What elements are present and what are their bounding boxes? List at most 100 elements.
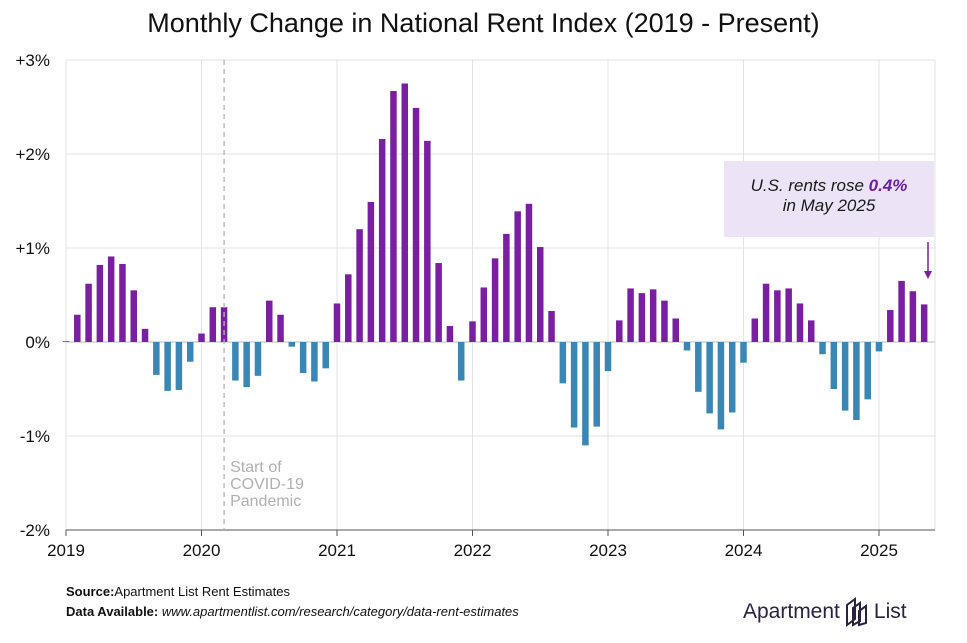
bar: [920, 304, 928, 342]
bar: [808, 320, 815, 342]
bar: [728, 342, 736, 413]
bar: [740, 342, 747, 363]
bar: [198, 333, 205, 342]
bar: [638, 293, 646, 342]
bar: [254, 342, 262, 376]
bar: [819, 342, 826, 355]
x-axis-ticks: 2019 2020 2021 2022 2023 2024 2025: [47, 529, 935, 560]
bar: [774, 290, 781, 342]
bar: [62, 341, 70, 342]
bar: [706, 342, 713, 414]
bar: [367, 201, 375, 342]
bar: [491, 258, 499, 342]
data-available-label: Data Available:: [66, 604, 159, 619]
bar: [378, 138, 386, 342]
bar: [503, 233, 510, 342]
bar: [74, 314, 81, 342]
bar: [514, 211, 521, 342]
bar: [119, 263, 126, 342]
bar: [322, 342, 329, 369]
bar: [593, 342, 600, 427]
bar: [785, 288, 792, 342]
callout-line-1: U.S. rents rose 0.4%: [724, 176, 934, 196]
bar: [311, 342, 318, 382]
bar: [390, 91, 397, 343]
bar: [695, 342, 702, 392]
bar: [853, 342, 860, 421]
bar: [232, 342, 239, 381]
bar: [299, 342, 307, 374]
x-tick-label: 2025: [860, 541, 898, 560]
y-tick-label: 0%: [25, 333, 50, 352]
bar: [333, 303, 341, 342]
bar: [616, 320, 623, 342]
bar: [762, 283, 770, 342]
gridlines: [65, 59, 936, 531]
bar: [909, 291, 917, 342]
x-tick-label: 2022: [454, 541, 492, 560]
bar: [107, 256, 115, 342]
bar: [209, 307, 217, 342]
x-tick-label: 2021: [318, 541, 356, 560]
y-axis-ticks: +3% +2% +1% 0% -1% -2%: [16, 51, 51, 540]
source-text: Apartment List Rent Estimates: [114, 584, 290, 599]
x-tick-label: 2019: [47, 541, 85, 560]
bar: [277, 314, 284, 342]
bar: [582, 342, 589, 446]
callout-line-2: in May 2025: [782, 196, 876, 215]
y-tick-label: +1%: [16, 239, 51, 258]
bar: [661, 300, 668, 342]
bar: [288, 342, 296, 347]
bar: [796, 303, 804, 342]
apartment-list-logo: Apartment List: [743, 594, 933, 630]
bar: [751, 318, 759, 342]
bar: [898, 280, 905, 342]
bar: [469, 321, 476, 342]
bar: [435, 263, 442, 342]
bar: [130, 290, 137, 342]
logo-word-1: Apartment: [743, 600, 840, 623]
bar: [164, 342, 171, 391]
bar: [525, 203, 533, 342]
data-available-url: www.apartmentlist.com/research/category/…: [161, 604, 519, 619]
bar: [457, 342, 465, 381]
covid-label: COVID-19: [230, 476, 304, 493]
bar: [841, 342, 849, 411]
callout-arrow-icon: [924, 242, 932, 279]
bar: [604, 342, 612, 372]
bar: [446, 326, 454, 342]
bar: [683, 342, 691, 351]
bar: [401, 83, 408, 342]
bar: [875, 342, 883, 352]
y-tick-label: +3%: [16, 51, 51, 70]
bar: [559, 342, 567, 384]
bar: [480, 287, 488, 342]
rent-change-chart: +3%+2%+1%0%-1%-2% 2019 2020 2021 2022 2023 20…: [16, 51, 936, 560]
bar: [141, 328, 149, 342]
bar: [96, 264, 104, 342]
x-tick-label: 2023: [589, 541, 627, 560]
bar: [266, 300, 273, 342]
callout-value: 0.4%: [868, 176, 908, 195]
bars: [62, 83, 928, 446]
footer-data-available: Data Available: www.apartmentlist.com/re…: [66, 604, 519, 619]
footer-source: Source:Apartment List Rent Estimates: [66, 584, 290, 599]
callout-box: U.S. rents rose 0.4% in May 2025: [724, 161, 934, 237]
bar: [830, 342, 838, 389]
bar: [153, 342, 160, 375]
bar: [548, 310, 555, 342]
bar: [186, 342, 194, 362]
bar: [864, 342, 871, 400]
covid-label: Pandemic: [230, 493, 301, 510]
covid-label: Start of: [230, 459, 282, 476]
bar: [570, 342, 578, 428]
bar: [356, 229, 363, 342]
bar: [412, 107, 420, 342]
callout-prefix: U.S. rents rose: [750, 176, 869, 195]
bar: [537, 247, 544, 342]
bar: [887, 310, 894, 342]
source-label: Source:: [66, 584, 115, 599]
bar: [717, 342, 725, 430]
bar: [424, 140, 431, 342]
